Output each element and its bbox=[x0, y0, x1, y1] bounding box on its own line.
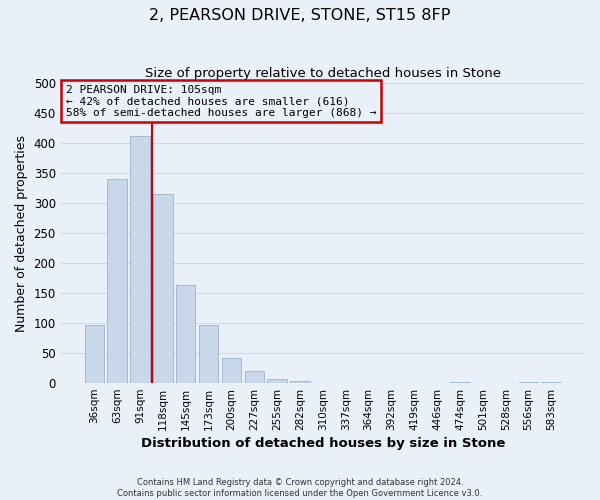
Bar bbox=[245, 371, 264, 383]
Text: 2 PEARSON DRIVE: 105sqm
← 42% of detached houses are smaller (616)
58% of semi-d: 2 PEARSON DRIVE: 105sqm ← 42% of detache… bbox=[66, 84, 376, 118]
Bar bbox=[199, 326, 218, 383]
Bar bbox=[107, 179, 127, 383]
Text: 2, PEARSON DRIVE, STONE, ST15 8FP: 2, PEARSON DRIVE, STONE, ST15 8FP bbox=[149, 8, 451, 22]
Y-axis label: Number of detached properties: Number of detached properties bbox=[15, 134, 28, 332]
Bar bbox=[519, 382, 538, 383]
Bar bbox=[268, 379, 287, 383]
Text: Contains HM Land Registry data © Crown copyright and database right 2024.
Contai: Contains HM Land Registry data © Crown c… bbox=[118, 478, 482, 498]
Bar bbox=[85, 325, 104, 383]
Title: Size of property relative to detached houses in Stone: Size of property relative to detached ho… bbox=[145, 68, 501, 80]
Bar bbox=[153, 194, 173, 383]
Bar bbox=[542, 382, 561, 383]
Bar bbox=[221, 358, 241, 383]
Bar bbox=[290, 382, 310, 383]
Bar bbox=[176, 286, 196, 383]
X-axis label: Distribution of detached houses by size in Stone: Distribution of detached houses by size … bbox=[140, 437, 505, 450]
Bar bbox=[450, 382, 470, 383]
Bar bbox=[130, 136, 149, 383]
